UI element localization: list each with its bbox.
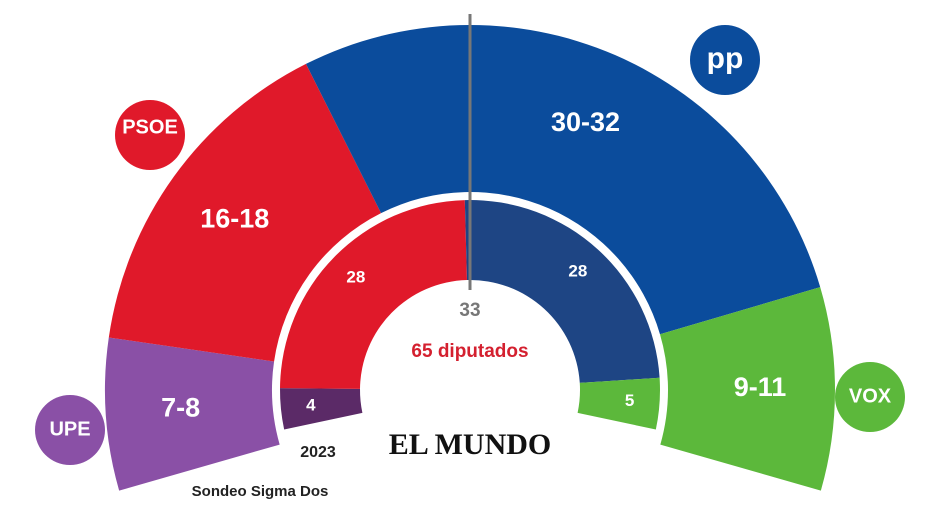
- party-logo: [115, 100, 185, 170]
- party-name: PSOE: [122, 116, 178, 138]
- seat-label: 4: [306, 395, 316, 414]
- party-logo: [835, 362, 905, 432]
- rings: 7-8 16-18 30-32 9-11 4 28 28 5 UPE PSOE pp VOX: [35, 14, 905, 491]
- seat-label: 30-32: [551, 107, 620, 137]
- party-logo: [35, 395, 105, 465]
- seat-arc: [577, 377, 660, 430]
- source: Sondeo Sigma Dos: [192, 483, 329, 500]
- party-name: UPE: [49, 418, 90, 440]
- inner-ring-label: 2023: [300, 444, 336, 461]
- seat-label: 5: [625, 391, 634, 410]
- majority-label: 33: [459, 300, 480, 321]
- seat-arc: [104, 337, 280, 491]
- party-logo: [690, 25, 760, 95]
- seat-label: 9-11: [734, 372, 787, 402]
- party-name: pp: [707, 42, 744, 75]
- seat-arc: [659, 287, 836, 491]
- seat-label: 28: [568, 261, 587, 280]
- seat-arc: [464, 200, 660, 383]
- seat-arc: [305, 24, 821, 335]
- seat-label: 16-18: [200, 204, 269, 234]
- party-name: VOX: [849, 385, 892, 407]
- seat-arc: [280, 200, 467, 389]
- seat-label: 28: [346, 267, 365, 286]
- brand: EL MUNDO: [389, 428, 552, 461]
- seat-arc: [280, 388, 363, 430]
- center-label: 65 diputados: [411, 341, 528, 362]
- seat-arc: [108, 63, 382, 362]
- seat-label: 7-8: [161, 393, 200, 423]
